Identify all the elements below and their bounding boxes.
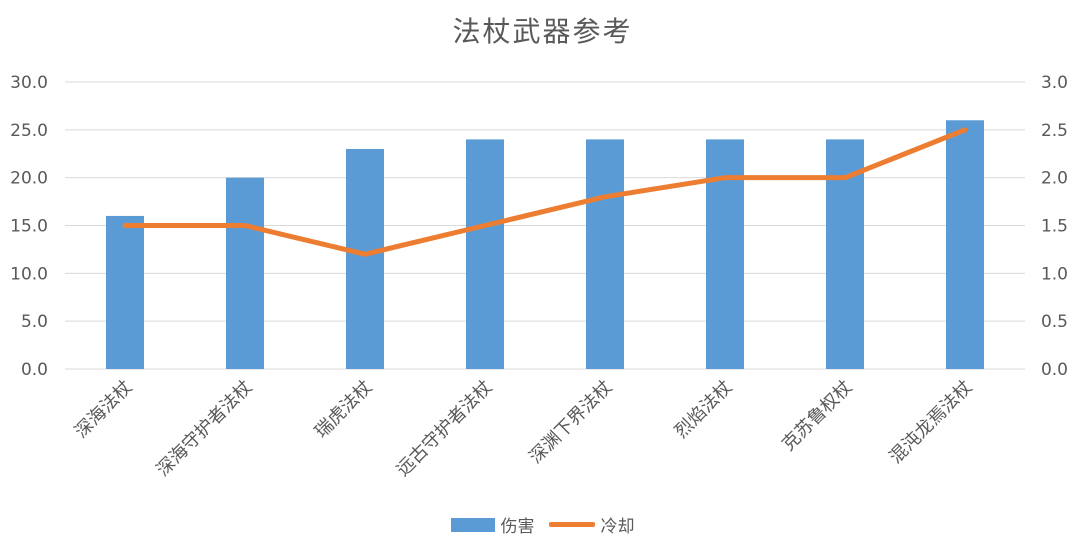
y-left-tick-label: 0.0	[21, 360, 48, 380]
x-category-label: 克苏鲁权杖	[778, 377, 856, 455]
legend-swatch-line	[548, 522, 595, 527]
y-right-tick-label: 1.0	[1041, 264, 1068, 284]
bar	[586, 139, 624, 369]
chart-legend: 伤害 冷却	[0, 512, 1085, 537]
x-category-label: 深海法杖	[71, 377, 137, 443]
y-right-tick-label: 0.5	[1041, 312, 1068, 332]
y-left-tick-label: 15.0	[10, 217, 48, 237]
legend-item-damage: 伤害	[450, 512, 535, 537]
bar	[346, 148, 384, 369]
legend-item-cooldown: 冷却	[548, 512, 635, 537]
line-series-cooldown	[122, 127, 968, 257]
bar	[706, 139, 744, 369]
bar	[466, 139, 504, 369]
legend-label-cooldown: 冷却	[600, 517, 635, 537]
y-left-tick-label: 20.0	[10, 169, 48, 189]
x-category-label: 深渊下界法杖	[525, 377, 616, 468]
y-right-tick-label: 0.0	[1041, 360, 1068, 380]
x-category-label: 瑞虎法杖	[311, 377, 377, 443]
y-left-tick-label: 25.0	[10, 121, 48, 141]
y-left-tick-label: 30.0	[10, 73, 48, 93]
y-right-tick-label: 1.5	[1041, 217, 1068, 237]
y-left-tick-label: 10.0	[10, 264, 48, 284]
x-category-label: 混沌龙焉法杖	[885, 377, 976, 468]
bar	[226, 177, 264, 369]
y-left-tick-label: 5.0	[21, 312, 48, 332]
legend-label-damage: 伤害	[500, 517, 535, 537]
x-category-label: 烈焰法杖	[671, 377, 737, 443]
bar	[946, 120, 984, 370]
bar	[106, 215, 144, 369]
chart-title: 法杖武器参考	[452, 15, 633, 48]
y-right-tick-label: 2.5	[1041, 121, 1068, 141]
legend-swatch-bar	[450, 517, 495, 532]
y-right-tick-label: 3.0	[1041, 73, 1068, 93]
y-right-tick-label: 2.0	[1041, 169, 1068, 189]
x-category-label: 深海守护者法杖	[153, 377, 257, 481]
x-category-label: 远古守护者法杖	[393, 377, 497, 481]
